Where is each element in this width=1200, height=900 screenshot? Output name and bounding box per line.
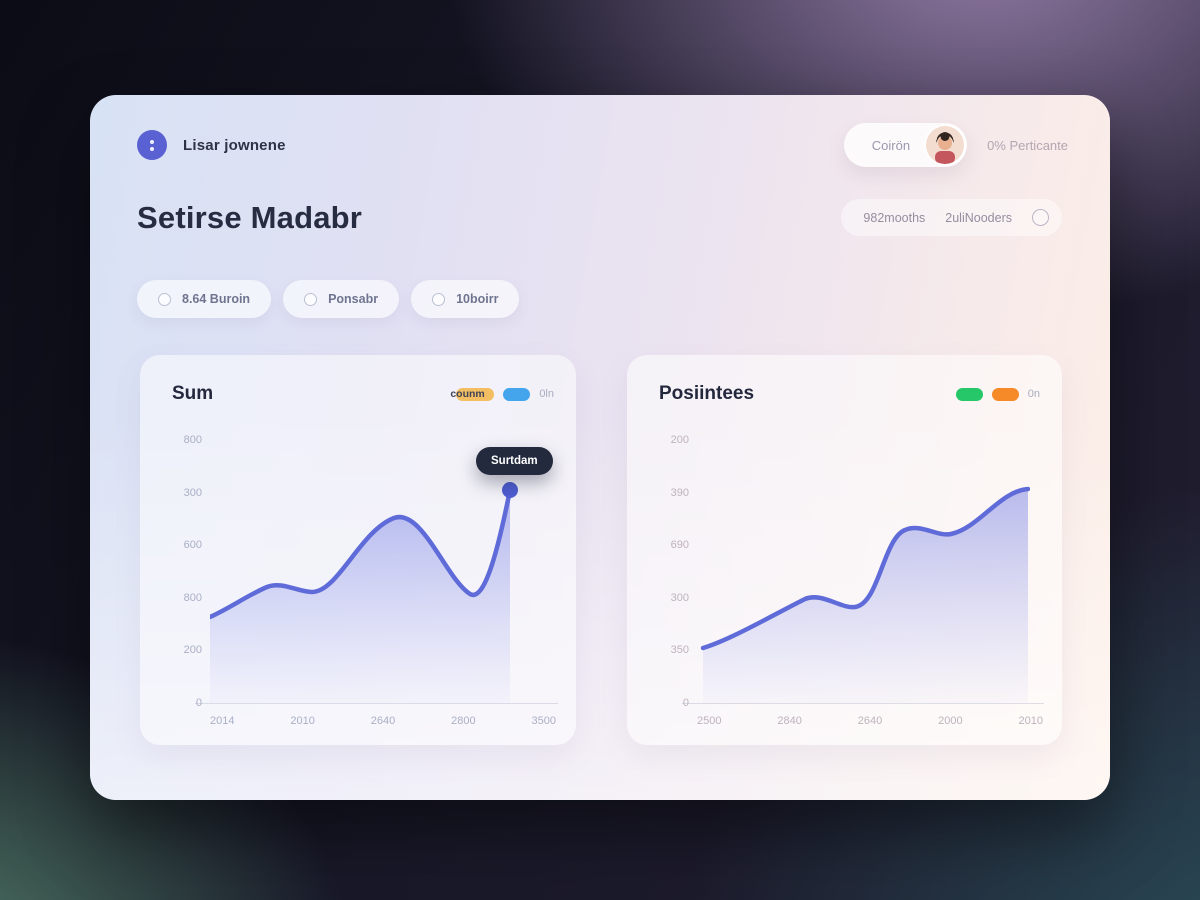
x-axis-line — [682, 703, 1044, 704]
avatar[interactable] — [926, 126, 965, 164]
page-title: Setirse Madabr — [137, 199, 363, 235]
radio-icon — [304, 292, 318, 306]
legend-label: 0n — [1027, 388, 1040, 400]
chart-line — [700, 486, 1030, 651]
chart-title-posiintees: Posiintees — [659, 383, 755, 404]
profile-button-label: Coirön — [871, 137, 911, 153]
brand: Lisar jownene — [137, 130, 286, 160]
profile-button[interactable]: Coirön — [843, 123, 968, 167]
filter-pill-buroin[interactable]: 8.64 Buroin — [137, 280, 272, 318]
chart-tooltip: Surtdam — [476, 447, 553, 475]
x-tick: 2500 — [697, 715, 722, 727]
x-tick: 3500 — [531, 715, 556, 727]
range-selector: 982mooths 2uliNooders — [841, 199, 1062, 236]
filter-label: Ponsabr — [328, 292, 379, 306]
y-tick: 0 — [195, 696, 202, 709]
dashboard-card: Lisar jownene Coirön — [90, 95, 1110, 800]
x-axis-posiintees: 2500 2840 2640 2000 2010 — [695, 715, 1045, 727]
x-tick: 2640 — [857, 715, 883, 727]
area-chart-sum[interactable] — [210, 433, 555, 703]
y-tick: 200 — [670, 434, 689, 446]
legend-swatch-green[interactable] — [955, 387, 983, 401]
top-right-controls: Coirön 0% Perticante — [843, 123, 1068, 167]
x-axis-sum: 2014 2010 2640 2800 3500 — [208, 715, 558, 727]
chart-title-sum: Sum — [172, 383, 214, 404]
filter-label: 10boirr — [456, 292, 499, 306]
filter-pill-ponsabr[interactable]: Ponsabr — [283, 280, 400, 318]
filter-label: 8.64 Buroin — [182, 292, 251, 306]
range-tab-months[interactable]: 982mooths — [863, 210, 926, 225]
range-toggle-icon[interactable] — [1032, 209, 1049, 226]
y-tick: 300 — [670, 591, 689, 604]
y-axis-sum: 800 300 600 800 200 0 — [170, 434, 202, 709]
y-tick: 800 — [183, 434, 202, 446]
x-tick: 2000 — [938, 715, 963, 727]
range-tab-orders[interactable]: 2uliNooders — [945, 210, 1012, 225]
x-tick: 2800 — [451, 715, 476, 727]
chart-card-posiintees: Posiintees 0n 200 390 690 300 350 0 — [627, 355, 1062, 745]
chart-card-sum: Sum counm 0ln 800 300 6 — [140, 355, 576, 745]
legend-item-counm[interactable]: counm — [450, 387, 495, 401]
x-tick: 2014 — [210, 715, 235, 727]
area-chart-posiintees[interactable] — [685, 433, 1030, 703]
y-axis-posiintees: 200 390 690 300 350 0 — [657, 434, 689, 709]
chart-area-fill — [210, 490, 510, 703]
x-tick: 2010 — [290, 715, 315, 727]
legend-sum: counm 0ln — [450, 387, 554, 401]
legend-label: counm — [450, 387, 485, 400]
y-tick: 390 — [670, 486, 689, 499]
y-tick: 300 — [183, 486, 202, 499]
radio-icon — [158, 292, 171, 306]
legend-swatch-orange — [456, 387, 495, 401]
y-tick: 690 — [670, 539, 689, 552]
legend-posiintees: 0n — [955, 387, 1040, 401]
top-bar: Lisar jownene Coirön — [137, 123, 1068, 167]
y-tick: 350 — [670, 644, 689, 657]
filter-row: 8.64 Buroin Ponsabr 10boirr — [137, 280, 520, 318]
chart-area-fill — [703, 489, 1028, 703]
x-tick: 2840 — [777, 715, 802, 727]
charts-row: Sum counm 0ln 800 300 6 — [140, 355, 1062, 745]
y-tick: 600 — [183, 539, 202, 552]
radio-icon — [432, 292, 446, 306]
avatar-image — [926, 126, 965, 164]
y-tick: 0 — [682, 696, 689, 709]
chart-marker-dot[interactable] — [502, 482, 518, 498]
x-tick: 2010 — [1018, 715, 1043, 727]
legend-swatch-orange[interactable] — [991, 387, 1019, 401]
brand-logo-icon — [137, 130, 167, 160]
profile-status: 0% Perticante — [987, 137, 1068, 153]
y-tick: 800 — [183, 591, 202, 604]
brand-name: Lisar jownene — [183, 136, 286, 154]
x-axis-line — [195, 703, 558, 704]
legend-swatch-blue[interactable] — [503, 387, 531, 401]
filter-pill-10boirr[interactable]: 10boirr — [411, 280, 520, 318]
y-tick: 200 — [183, 644, 202, 657]
legend-label: 0ln — [539, 388, 554, 400]
chart-line — [210, 487, 513, 620]
x-tick: 2640 — [370, 715, 396, 727]
title-row: Setirse Madabr 982mooths 2uliNooders — [137, 199, 1062, 236]
